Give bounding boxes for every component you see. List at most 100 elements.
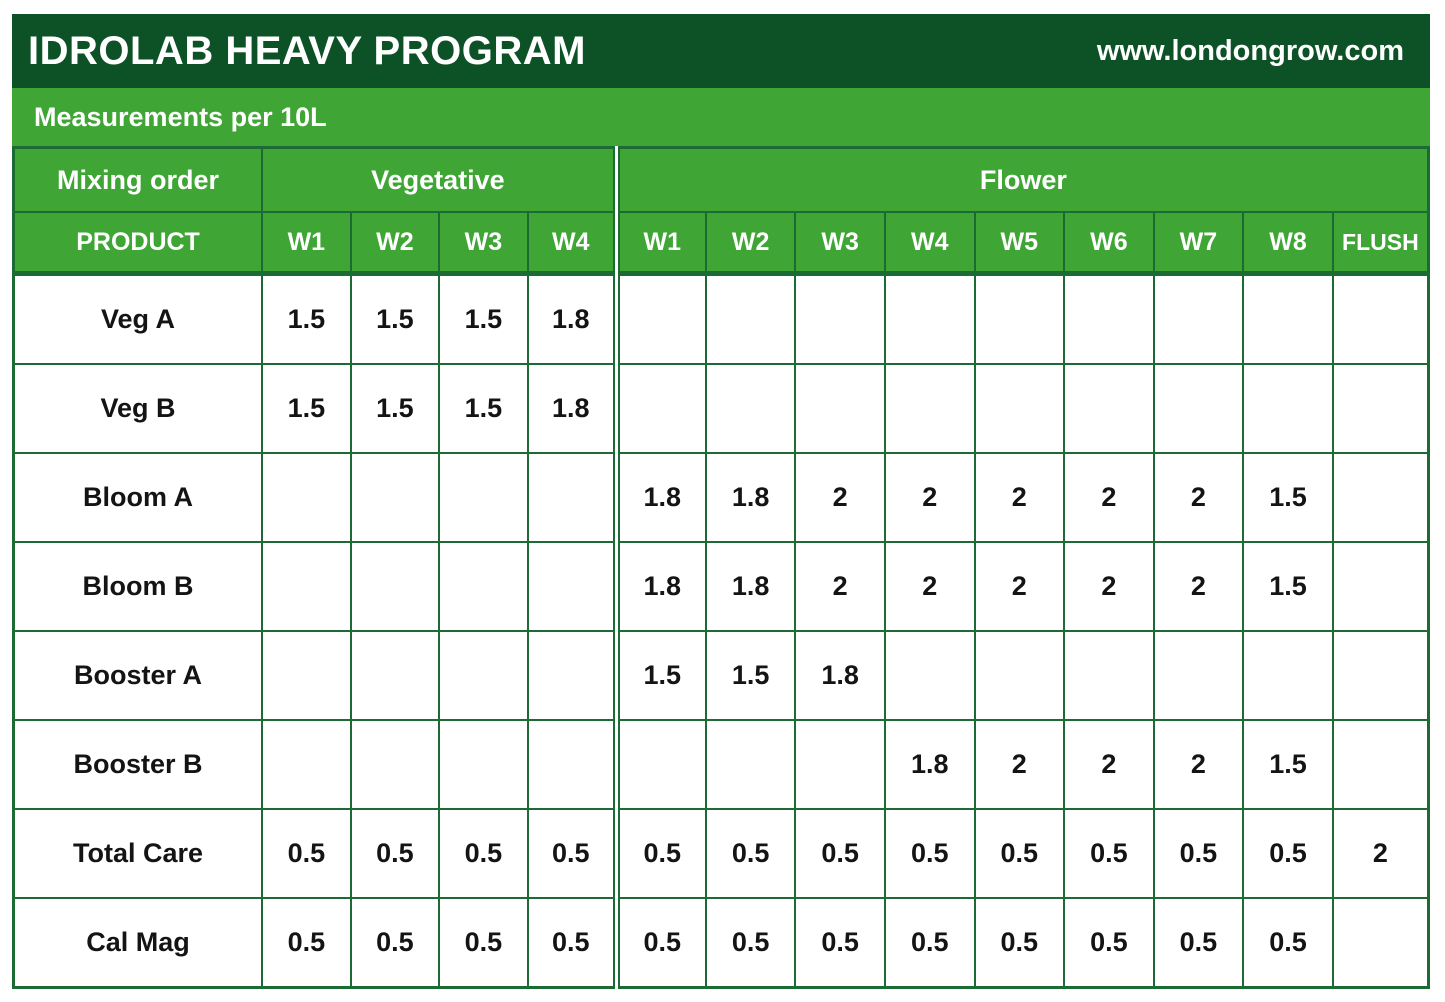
veg-value [261, 452, 352, 543]
column-header-row: PRODUCT W1 W2 W3 W4 W1 W2 W3 W4 W5 W6 W7… [12, 211, 1430, 276]
flower-value: 0.5 [883, 897, 976, 989]
flower-value: 1.8 [883, 719, 976, 810]
veg-value [349, 541, 441, 632]
veg-value: 1.5 [261, 363, 352, 454]
veg-value [526, 452, 618, 543]
flower-value: 0.5 [612, 808, 707, 899]
flower-week-header: W7 [1152, 211, 1245, 276]
flower-value [973, 272, 1066, 365]
flower-value [1152, 363, 1245, 454]
flower-value [1152, 272, 1245, 365]
flush-value: 2 [1331, 808, 1430, 899]
veg-week-header: W2 [349, 211, 441, 276]
veg-value: 0.5 [349, 897, 441, 989]
veg-value: 0.5 [261, 897, 352, 989]
veg-value [526, 541, 618, 632]
flower-value [612, 363, 707, 454]
flower-value: 0.5 [1063, 808, 1155, 899]
veg-week-header: W4 [526, 211, 618, 276]
flower-value: 1.8 [704, 452, 797, 543]
flush-value [1331, 541, 1430, 632]
veg-value [526, 719, 618, 810]
product-name: Veg B [12, 363, 264, 454]
veg-value: 1.5 [438, 363, 529, 454]
veg-value [438, 719, 529, 810]
measurements-bar: Measurements per 10L [12, 88, 1430, 146]
flower-week-header: W6 [1063, 211, 1155, 276]
veg-value [526, 630, 618, 721]
flower-week-header: W4 [883, 211, 976, 276]
veg-value [438, 541, 529, 632]
veg-value [349, 452, 441, 543]
veg-value [438, 630, 529, 721]
flower-value [794, 719, 886, 810]
flower-value: 0.5 [973, 897, 1066, 989]
table-row-total-care: Total Care 0.5 0.5 0.5 0.5 0.5 0.5 0.5 0… [12, 808, 1430, 899]
veg-value: 0.5 [438, 808, 529, 899]
veg-value: 1.5 [349, 363, 441, 454]
flower-value [1242, 363, 1334, 454]
flower-value: 0.5 [612, 897, 707, 989]
flower-value: 1.5 [1242, 452, 1334, 543]
flush-value [1331, 630, 1430, 721]
flower-value: 2 [1152, 452, 1245, 543]
flower-week-header: W1 [612, 211, 707, 276]
flower-value: 0.5 [704, 808, 797, 899]
flower-value: 0.5 [1152, 808, 1245, 899]
flower-value: 0.5 [794, 808, 886, 899]
flower-value [1242, 272, 1334, 365]
vegetative-header: Vegetative [261, 146, 618, 213]
flush-value [1331, 363, 1430, 454]
flower-value: 2 [794, 541, 886, 632]
flower-value [883, 363, 976, 454]
flower-week-header: W2 [704, 211, 797, 276]
flower-value: 1.8 [794, 630, 886, 721]
veg-value: 0.5 [438, 897, 529, 989]
veg-value [261, 541, 352, 632]
table-row-bloom-a: Bloom A 1.8 1.8 2 2 2 2 2 1.5 [12, 452, 1430, 543]
flower-value [704, 719, 797, 810]
product-name: Bloom B [12, 541, 264, 632]
flower-value [1152, 630, 1245, 721]
flower-value: 2 [973, 541, 1066, 632]
product-name: Total Care [12, 808, 264, 899]
veg-week-header: W1 [261, 211, 352, 276]
flower-value: 1.5 [1242, 541, 1334, 632]
flower-value [1242, 630, 1334, 721]
flower-value [883, 272, 976, 365]
veg-value [261, 630, 352, 721]
flower-week-header: W8 [1242, 211, 1334, 276]
flower-week-header: W3 [794, 211, 886, 276]
flower-value [612, 272, 707, 365]
flush-value [1331, 452, 1430, 543]
veg-value: 0.5 [349, 808, 441, 899]
table-row-bloom-b: Bloom B 1.8 1.8 2 2 2 2 2 1.5 [12, 541, 1430, 632]
table-row-booster-b: Booster B 1.8 2 2 2 1.5 [12, 719, 1430, 810]
flower-value: 2 [973, 452, 1066, 543]
flower-value: 1.5 [612, 630, 707, 721]
flower-value [1063, 272, 1155, 365]
flower-value [704, 272, 797, 365]
flower-header: Flower [612, 146, 1430, 213]
veg-value [438, 452, 529, 543]
flower-value: 2 [883, 541, 976, 632]
flower-value [794, 272, 886, 365]
flower-value: 2 [1063, 452, 1155, 543]
flush-value [1331, 897, 1430, 989]
flower-value: 1.5 [704, 630, 797, 721]
flower-value: 0.5 [704, 897, 797, 989]
measurements-label: Measurements per 10L [34, 101, 327, 132]
flower-value: 1.5 [1242, 719, 1334, 810]
flower-value: 0.5 [1242, 808, 1334, 899]
flower-value [612, 719, 707, 810]
flower-value: 2 [1063, 541, 1155, 632]
flower-value [883, 630, 976, 721]
flower-week-header: W5 [973, 211, 1066, 276]
veg-value: 0.5 [261, 808, 352, 899]
flower-value: 2 [794, 452, 886, 543]
table-row-veg-b: Veg B 1.5 1.5 1.5 1.8 [12, 363, 1430, 454]
flower-value: 1.8 [612, 452, 707, 543]
product-name: Booster B [12, 719, 264, 810]
flower-value: 0.5 [1242, 897, 1334, 989]
